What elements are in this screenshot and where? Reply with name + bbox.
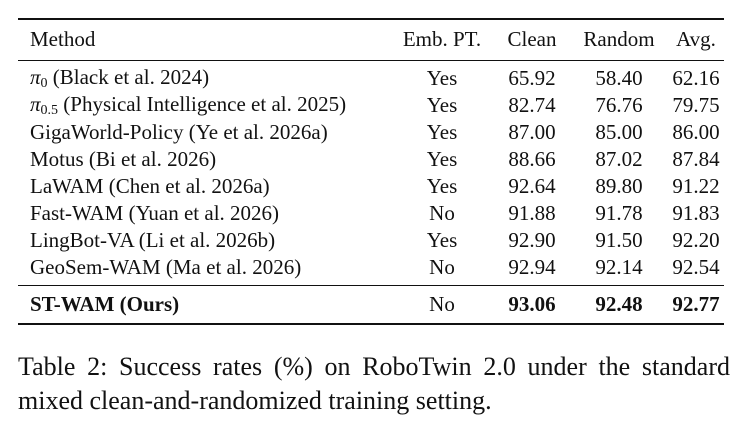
results-table-container: Method Emb. PT. Clean Random Avg. π0 (Bl… [18, 18, 724, 325]
row-avg: 62.16 [672, 66, 720, 91]
row-emb-pt: No [429, 254, 455, 279]
table-row: GigaWorld-Policy (Ye et al. 2026a) Yes 8… [18, 119, 724, 146]
table-row: π0.5 (Physical Intelligence et al. 2025)… [18, 92, 724, 119]
row-avg: 92.54 [672, 254, 720, 279]
method-citation: (Black et al. 2024) [47, 64, 210, 89]
row-emb-pt: Yes [426, 93, 458, 117]
table-header: Method Emb. PT. Clean Random Avg. [18, 19, 724, 60]
header-emb-pt: Emb. PT. [402, 27, 482, 52]
row-method: LingBot-VA (Li et al. 2026b) [30, 228, 276, 252]
row-method: π0.5 (Physical Intelligence et al. 2025) [18, 92, 390, 119]
row-clean: 91.88 [508, 201, 556, 225]
row-clean: 92.64 [508, 174, 556, 198]
ours-method: ST-WAM (Ours) [30, 291, 180, 316]
row-random: 91.50 [595, 228, 643, 252]
table-row: LingBot-VA (Li et al. 2026b) Yes 92.90 9… [18, 227, 724, 254]
row-method: LaWAM (Chen et al. 2026a) [30, 174, 270, 198]
row-clean: 87.00 [508, 120, 556, 144]
row-avg: 92.20 [672, 228, 720, 252]
row-random: 92.14 [595, 254, 643, 279]
row-avg: 79.75 [672, 93, 720, 117]
method-citation: (Physical Intelligence et al. 2025) [58, 91, 347, 116]
row-emb-pt: Yes [426, 66, 458, 91]
table-caption: Table 2: Success rates (%) on RoboTwin 2… [18, 352, 730, 415]
results-table: Method Emb. PT. Clean Random Avg. π0 (Bl… [18, 18, 724, 325]
row-emb-pt: Yes [426, 147, 458, 171]
row-avg: 86.00 [672, 120, 720, 144]
row-random: 58.40 [595, 66, 643, 91]
ours-avg: 92.77 [672, 291, 720, 316]
row-emb-pt: Yes [426, 174, 458, 198]
row-method: π0 (Black et al. 2024) [18, 60, 390, 92]
method-subscript: 0 [40, 75, 48, 91]
row-clean: 65.92 [508, 66, 556, 91]
row-method: GigaWorld-Policy (Ye et al. 2026a) [30, 120, 328, 144]
ours-clean: 93.06 [508, 291, 556, 316]
table-row: LaWAM (Chen et al. 2026a) Yes 92.64 89.8… [18, 173, 724, 200]
method-symbol: π [30, 91, 41, 116]
method-symbol: π [30, 64, 41, 89]
row-clean: 92.90 [508, 228, 556, 252]
header-random: Random [583, 27, 655, 52]
header-avg: Avg. [676, 27, 716, 52]
row-clean: 88.66 [508, 147, 556, 171]
row-clean: 92.94 [508, 254, 556, 279]
baseline-rows: π0 (Black et al. 2024) Yes 65.92 58.40 6… [18, 60, 724, 285]
header-method: Method [30, 27, 96, 52]
row-avg: 87.84 [672, 147, 720, 171]
row-emb-pt: Yes [426, 120, 458, 144]
header-row: Method Emb. PT. Clean Random Avg. [18, 19, 724, 60]
table-row: Motus (Bi et al. 2026) Yes 88.66 87.02 8… [18, 146, 724, 173]
row-random: 91.78 [595, 201, 643, 225]
row-method: Motus (Bi et al. 2026) [30, 147, 217, 171]
ours-row: ST-WAM (Ours) No 93.06 92.48 92.77 [18, 285, 724, 324]
row-random: 76.76 [595, 93, 643, 117]
method-subscript: 0.5 [40, 102, 59, 118]
row-random: 85.00 [595, 120, 643, 144]
row-random: 87.02 [595, 147, 643, 171]
table-row: GeoSem-WAM (Ma et al. 2026) No 92.94 92.… [18, 254, 724, 285]
row-method: GeoSem-WAM (Ma et al. 2026) [30, 254, 302, 279]
row-emb-pt: Yes [426, 228, 458, 252]
table-row: Fast-WAM (Yuan et al. 2026) No 91.88 91.… [18, 200, 724, 227]
row-emb-pt: No [429, 201, 455, 225]
row-clean: 82.74 [508, 93, 556, 117]
ours-row-group: ST-WAM (Ours) No 93.06 92.48 92.77 [18, 285, 724, 324]
row-avg: 91.22 [672, 174, 720, 198]
row-avg: 91.83 [672, 201, 720, 225]
ours-random: 92.48 [595, 291, 643, 316]
header-clean: Clean [507, 27, 557, 52]
row-method: Fast-WAM (Yuan et al. 2026) [30, 201, 280, 225]
table-row: π0 (Black et al. 2024) Yes 65.92 58.40 6… [18, 60, 724, 92]
ours-emb-pt: No [429, 291, 455, 316]
row-random: 89.80 [595, 174, 643, 198]
